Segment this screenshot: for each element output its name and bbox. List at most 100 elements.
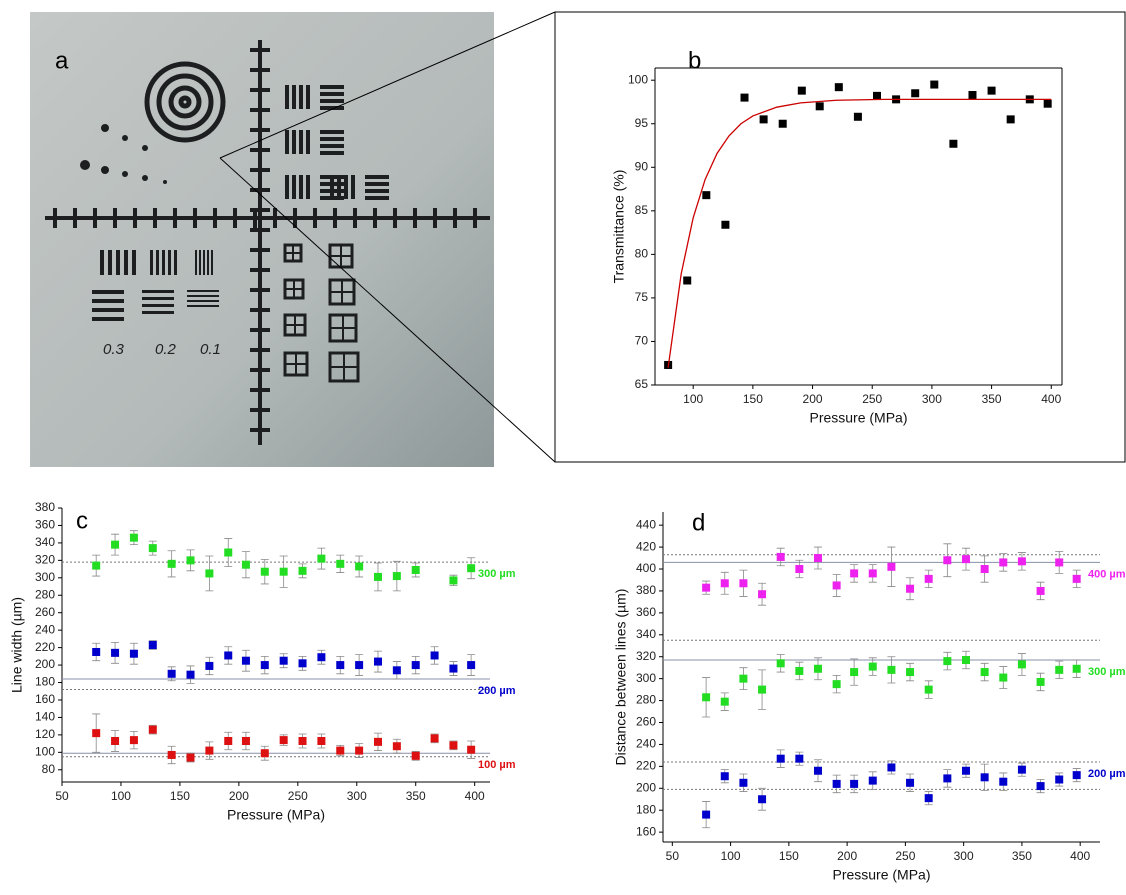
point [129,649,138,658]
point [1043,99,1052,108]
bar-pattern [351,175,355,199]
zoom-box [219,11,1126,463]
x-tick-label: 300 [347,789,367,803]
y-tick-label: 80 [635,247,649,261]
point [411,661,420,670]
bar-pattern [306,85,310,109]
point [720,697,729,706]
bar-pattern [195,250,197,275]
series-label: 300 µm [1088,666,1126,678]
y-tick-label: 70 [635,334,649,348]
series-label: 300 µm [478,568,516,580]
bar-pattern [124,250,128,275]
point [813,554,822,563]
point [795,754,804,763]
panel-label: b [688,47,701,74]
photo-panel: a 0.3 0.2 0.1 [30,12,494,467]
bar-pattern [92,308,124,312]
point [392,666,401,675]
point [355,661,364,670]
y-axis-title: Line width (µm) [9,597,25,693]
bar-pattern [92,290,124,294]
bar-pattern [187,300,219,302]
point [279,736,288,745]
x-tick-label: 300 [954,849,974,863]
point [873,91,881,100]
x-tick-label: 50 [666,849,680,863]
point [1017,765,1026,774]
bar-pattern [187,295,219,297]
bar-pattern [320,130,344,134]
point [721,220,730,229]
y-tick-label: 65 [635,377,649,391]
point [906,584,915,593]
series-label: 200 µm [1088,768,1126,780]
point [683,276,692,285]
bar-pattern [320,137,344,141]
point [241,560,250,569]
point [758,685,767,694]
bar-pattern [365,182,389,186]
x-tick-label: 50 [55,789,69,803]
y-tick-label: 120 [35,727,55,741]
dot-pattern [101,166,109,174]
point [924,574,933,583]
point [205,661,214,670]
y-axis-title: Transmittance (%) [611,170,627,284]
point [776,659,785,668]
y-tick-label: 95 [635,116,649,130]
point [298,736,307,745]
x-tick-label: 250 [288,789,308,803]
bar-pattern [292,85,296,109]
panel-label: c [76,507,88,534]
point [868,569,877,578]
point [392,742,401,751]
point [260,567,269,576]
bar-pattern [100,250,104,275]
point [999,777,1008,786]
y-tick-label: 90 [635,159,649,173]
y-tick-label: 300 [35,570,55,584]
point [868,776,877,785]
point [1006,115,1015,124]
x-tick-label: 150 [170,789,190,803]
point [336,661,345,670]
point [850,668,859,677]
y-tick-label: 85 [635,203,649,217]
point [739,579,748,588]
bar-pattern [142,290,174,293]
y-tick-label: 280 [636,693,656,707]
point [430,651,439,660]
point [887,763,896,772]
point [815,102,824,111]
dot-pattern [80,160,90,170]
point [111,648,120,657]
point [260,749,269,758]
point [1036,782,1045,791]
bar-pattern [344,175,348,199]
point [224,651,233,660]
point [949,139,958,148]
dot-pattern [101,124,109,132]
bar-pattern [108,250,112,275]
point [373,737,382,746]
bar-pattern [299,130,303,154]
test-patterns [80,85,389,383]
bar-pattern [156,250,159,275]
y-tick-label: 400 [636,561,656,575]
point [186,556,195,565]
point [467,564,476,573]
dot-pattern [163,180,167,184]
y-tick-label: 200 [636,780,656,794]
x-tick-label: 100 [721,849,741,863]
point [999,673,1008,682]
scale-label: 0.1 [200,341,221,358]
dot-pattern [142,175,148,181]
point [702,191,711,200]
point [778,119,787,128]
point [92,647,101,656]
point [758,795,767,804]
bar-pattern [211,250,213,275]
point [961,555,970,564]
